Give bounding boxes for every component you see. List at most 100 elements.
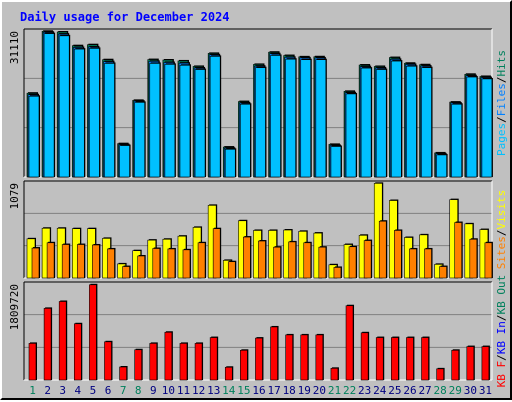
bar-pages-day-18 bbox=[285, 58, 296, 178]
bar-kbf-day-6 bbox=[104, 341, 112, 381]
legend-bottom-kb-in: KB In bbox=[495, 321, 508, 354]
bar-kbf-day-31 bbox=[481, 346, 490, 381]
bar-pages-day-14 bbox=[224, 149, 236, 178]
bar-kbf-day-23 bbox=[360, 332, 369, 381]
bar-kbf-day-21 bbox=[330, 368, 339, 381]
legend-top-hits: Hits bbox=[495, 50, 508, 77]
bar-kbf-day-9 bbox=[149, 343, 158, 381]
x-tick-label-day-25: 25 bbox=[388, 384, 401, 397]
x-tick-label-day-14: 14 bbox=[222, 384, 236, 397]
bar-pages-day-3 bbox=[58, 35, 70, 178]
x-tick-label-day-24: 24 bbox=[373, 384, 387, 397]
bar-kbf-day-17 bbox=[270, 326, 278, 381]
bar-sites-day-30 bbox=[469, 238, 478, 279]
bar-kbf-day-15 bbox=[240, 349, 248, 381]
x-tick-label-day-1: 1 bbox=[29, 384, 36, 397]
bar-kbf-day-18 bbox=[285, 334, 293, 381]
bar-sites-day-26 bbox=[409, 248, 417, 279]
bar-pages-day-6 bbox=[104, 63, 115, 178]
bar-kbf-day-1 bbox=[28, 343, 37, 381]
bar-kbf-day-5 bbox=[89, 284, 97, 381]
bar-sites-day-31 bbox=[484, 242, 493, 279]
bar-kbf-day-10 bbox=[164, 331, 173, 381]
bar-sites-day-16 bbox=[258, 240, 266, 279]
bar-kbf-day-16 bbox=[255, 337, 263, 381]
x-tick-label-day-21: 21 bbox=[328, 384, 341, 397]
bar-sites-day-17 bbox=[273, 246, 281, 279]
legend-bottom-kb-out: KB Out bbox=[495, 275, 508, 315]
bar-sites-day-15 bbox=[243, 236, 251, 279]
legend-bottom-separator-1: / bbox=[495, 354, 508, 361]
bar-sites-day-25 bbox=[394, 230, 402, 279]
x-tick-label-day-5: 5 bbox=[90, 384, 97, 397]
x-tick-label-day-15: 15 bbox=[237, 384, 250, 397]
bar-kbf-day-12 bbox=[194, 343, 203, 381]
bar-sites-day-6 bbox=[107, 248, 115, 279]
bar-sites-day-11 bbox=[182, 249, 191, 279]
x-tick-label-day-3: 3 bbox=[59, 384, 66, 397]
bar-pages-day-31 bbox=[481, 78, 493, 178]
x-tick-label-day-16: 16 bbox=[252, 384, 265, 397]
bar-pages-day-20 bbox=[315, 59, 327, 178]
legend-middle: Sites/Visits bbox=[495, 190, 508, 270]
bar-pages-day-2 bbox=[43, 33, 55, 178]
x-tick-label-day-22: 22 bbox=[343, 384, 356, 397]
x-tick-label-day-12: 12 bbox=[192, 384, 205, 397]
x-tick-label-day-17: 17 bbox=[267, 384, 280, 397]
bar-kbf-day-25 bbox=[391, 337, 399, 381]
bar-kbf-day-7 bbox=[119, 366, 127, 381]
bar-sites-day-28 bbox=[439, 266, 447, 279]
bar-sites-day-24 bbox=[378, 220, 387, 279]
bar-sites-day-27 bbox=[424, 248, 432, 279]
bar-pages-day-7 bbox=[119, 145, 130, 178]
bar-pages-day-27 bbox=[421, 67, 432, 178]
legend-middle-visits: Visits bbox=[495, 190, 508, 230]
x-tick-label-day-6: 6 bbox=[105, 384, 112, 397]
legend-middle-sites: Sites bbox=[495, 236, 508, 269]
bar-sites-day-3 bbox=[61, 244, 70, 279]
x-tick-label-day-27: 27 bbox=[418, 384, 431, 397]
bar-pages-day-5 bbox=[89, 48, 100, 178]
bar-sites-day-13 bbox=[212, 228, 221, 279]
bar-kbf-day-11 bbox=[179, 343, 188, 381]
bar-pages-day-19 bbox=[300, 59, 312, 178]
bar-pages-day-15 bbox=[240, 103, 251, 178]
x-tick-label-day-23: 23 bbox=[358, 384, 371, 397]
bar-kbf-day-22 bbox=[345, 305, 354, 381]
bar-kbf-day-8 bbox=[134, 349, 142, 381]
legend-top-files: Files bbox=[495, 83, 508, 116]
chart-title: Daily usage for December 2024 bbox=[20, 10, 230, 24]
y-max-label-middle: 1079 bbox=[8, 183, 21, 210]
bar-kbf-day-20 bbox=[315, 334, 324, 381]
x-tick-label-day-11: 11 bbox=[177, 384, 190, 397]
bar-pages-day-1 bbox=[28, 95, 40, 178]
bar-kbf-day-2 bbox=[43, 308, 52, 381]
bar-kbf-day-13 bbox=[209, 337, 218, 381]
bar-kbf-day-24 bbox=[375, 337, 384, 381]
bar-sites-day-5 bbox=[92, 244, 100, 279]
x-tick-label-day-13: 13 bbox=[207, 384, 220, 397]
bar-sites-day-20 bbox=[318, 246, 327, 279]
legend-bottom: KB F/KB In/KB Out bbox=[495, 275, 508, 388]
bar-sites-day-10 bbox=[167, 248, 176, 279]
bar-sites-day-9 bbox=[152, 248, 161, 279]
bar-kbf-day-3 bbox=[58, 301, 67, 381]
bar-sites-day-4 bbox=[76, 244, 85, 279]
bar-pages-day-21 bbox=[330, 146, 342, 178]
bar-kbf-day-29 bbox=[451, 349, 460, 381]
bar-pages-day-30 bbox=[466, 76, 478, 178]
bar-sites-day-8 bbox=[137, 255, 145, 279]
bar-pages-day-17 bbox=[270, 55, 281, 178]
x-tick-label-day-9: 9 bbox=[150, 384, 157, 397]
bar-pages-day-12 bbox=[194, 69, 206, 178]
bar-kbf-day-30 bbox=[466, 346, 475, 381]
legend-middle-separator-1: / bbox=[495, 230, 508, 237]
bar-pages-day-28 bbox=[436, 154, 447, 178]
x-tick-label-day-4: 4 bbox=[75, 384, 82, 397]
bar-sites-day-2 bbox=[46, 242, 55, 279]
bar-kbf-day-14 bbox=[224, 366, 233, 381]
bar-pages-day-26 bbox=[406, 65, 417, 178]
bar-pages-day-13 bbox=[209, 56, 221, 178]
bar-kbf-day-27 bbox=[421, 337, 429, 381]
